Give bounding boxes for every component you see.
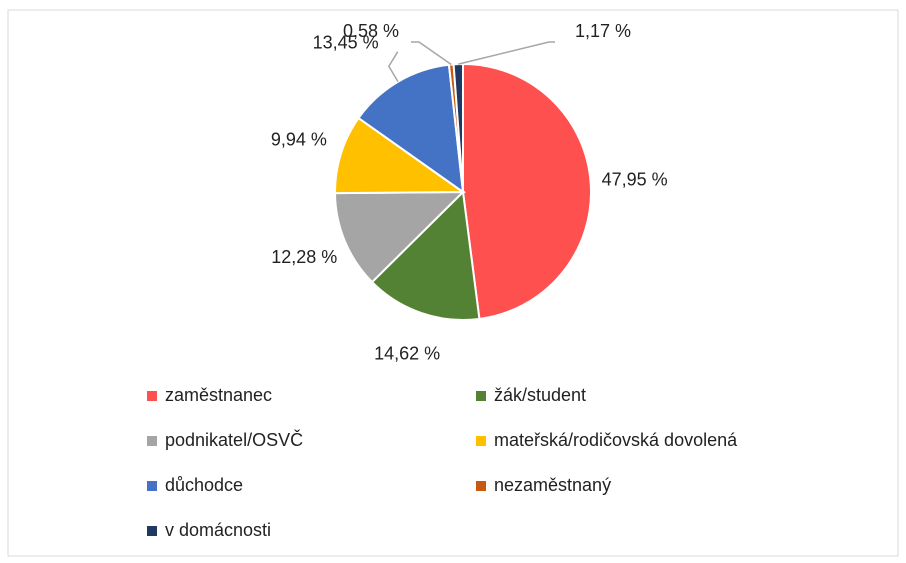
legend-swatch: [476, 481, 486, 491]
legend-label: žák/student: [494, 385, 586, 405]
leader-line: [387, 51, 399, 83]
data-label: 13,45 %: [313, 33, 379, 53]
pie-slice: [370, 189, 481, 321]
data-label: 9,94 %: [271, 129, 327, 149]
legend-swatch: [147, 436, 157, 446]
legend-label: v domácnosti: [165, 520, 271, 540]
legend-swatch: [147, 481, 157, 491]
pie-slice: [334, 116, 467, 195]
legend-swatch: [476, 391, 486, 401]
data-label: 1,17 %: [575, 21, 631, 41]
data-label: 14,62 %: [374, 343, 440, 363]
legend-label: mateřská/rodičovská dovolená: [494, 430, 738, 450]
data-label: 0,58 %: [343, 21, 399, 41]
legend-swatch: [147, 526, 157, 536]
data-label: 12,28 %: [271, 247, 337, 267]
legend-swatch: [476, 436, 486, 446]
pie-slice: [462, 62, 592, 321]
legend-label: nezaměstnaný: [494, 475, 611, 495]
leader-line: [411, 41, 452, 66]
legend-label: zaměstnanec: [165, 385, 272, 405]
legend-swatch: [147, 391, 157, 401]
pie-slice: [357, 63, 465, 195]
leader-line: [458, 41, 555, 65]
pie-slice: [333, 190, 466, 284]
legend-label: podnikatel/OSVČ: [165, 429, 303, 450]
data-label: 47,95 %: [602, 170, 668, 190]
legend-label: důchodce: [165, 475, 243, 495]
